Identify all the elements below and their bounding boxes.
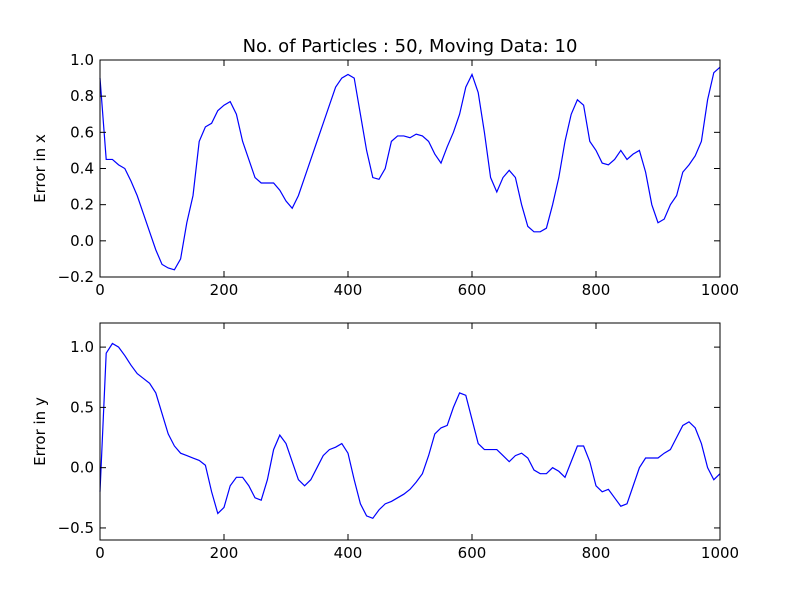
chart-title: No. of Particles : 50, Moving Data: 10: [243, 36, 578, 57]
x-tick-label: 400: [334, 544, 363, 562]
data-line: [99, 342, 721, 520]
y-tick-label: 0.5: [70, 398, 94, 416]
y-tick-label: 1.0: [70, 51, 94, 69]
x-tick-label: 0: [95, 281, 105, 299]
y-tick-label: −0.5: [58, 519, 94, 537]
y-tick-label: 0.4: [70, 160, 94, 178]
data-line: [99, 66, 721, 271]
x-tick-label: 400: [334, 281, 363, 299]
x-tick-label: 1000: [701, 281, 739, 299]
x-tick-label: 0: [95, 544, 105, 562]
x-tick-label: 600: [458, 544, 487, 562]
x-tick-label: 800: [582, 281, 611, 299]
x-tick-label: 800: [582, 544, 611, 562]
x-tick-label: 200: [210, 544, 239, 562]
y-tick-label: −0.2: [58, 268, 94, 286]
plot-frame: [99, 59, 721, 278]
y-tick-label: 0.8: [70, 87, 94, 105]
y-axis-label: Error in y: [31, 397, 49, 466]
y-tick-label: 0.0: [70, 232, 94, 250]
y-axis-label: Error in x: [31, 134, 49, 203]
y-tick-label: 0.2: [70, 196, 94, 214]
y-tick-label: 1.0: [70, 338, 94, 356]
x-tick-label: 1000: [701, 544, 739, 562]
y-tick-label: 0.0: [70, 459, 94, 477]
x-tick-label: 200: [210, 281, 239, 299]
x-tick-label: 600: [458, 281, 487, 299]
plot-frame: [99, 322, 721, 541]
y-tick-label: 0.6: [70, 123, 94, 141]
